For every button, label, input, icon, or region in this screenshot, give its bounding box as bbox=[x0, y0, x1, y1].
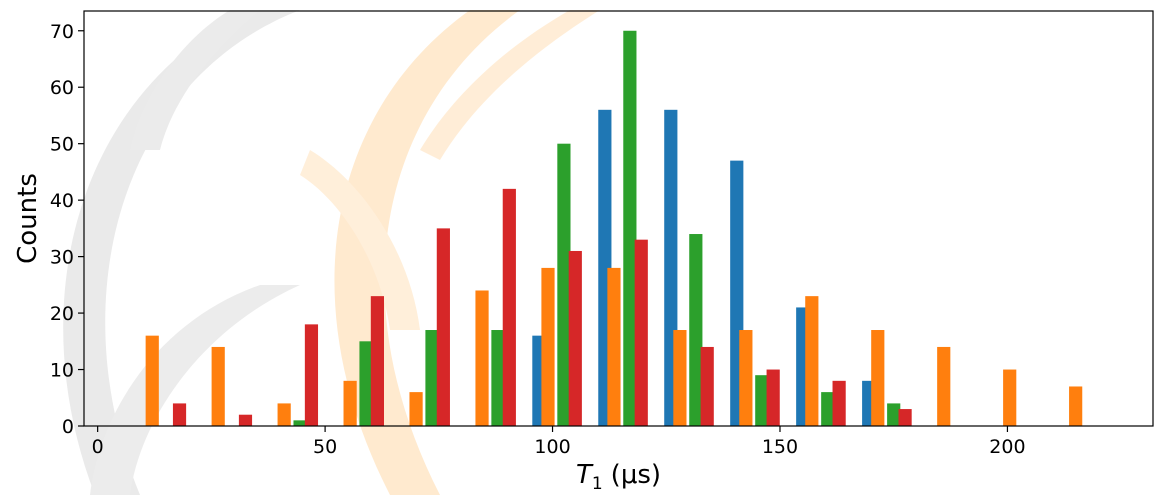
bar-series-2-2 bbox=[211, 346, 225, 426]
bar-series-4-10 bbox=[766, 369, 780, 426]
bar-series-4-4 bbox=[370, 296, 384, 426]
watermark-orange-arc-2 bbox=[420, 10, 600, 160]
x-tick-label: 50 bbox=[313, 436, 337, 458]
y-tick-label: 10 bbox=[50, 360, 74, 382]
bar-series-3-7 bbox=[689, 234, 703, 426]
bar-series-3-9 bbox=[821, 392, 835, 426]
y-axis-title: Counts bbox=[13, 173, 43, 264]
bar-series-2-4 bbox=[343, 380, 357, 426]
watermark-gray-arc-1 bbox=[63, 10, 300, 495]
bar-series-4-3 bbox=[304, 324, 319, 426]
watermark-gray-arc-3 bbox=[90, 285, 300, 495]
bar-series-3-2 bbox=[359, 341, 373, 426]
y-tick-label: 60 bbox=[50, 77, 74, 99]
bar-series-2-8 bbox=[607, 267, 621, 426]
plot-area: 0 50 100 150 200 0 10 20 30 40 50 60 70 bbox=[50, 10, 1154, 458]
x-axis-title: T1 (μs) bbox=[576, 460, 661, 494]
y-tick-label: 20 bbox=[50, 303, 74, 325]
x-axis-ticks: 0 50 100 150 200 bbox=[92, 426, 1026, 458]
bar-series-4-2 bbox=[238, 414, 253, 426]
bar-series-3-3 bbox=[425, 330, 439, 426]
bar-series-4-6 bbox=[502, 188, 516, 426]
bar-series-2-1 bbox=[145, 335, 159, 426]
bars-layer bbox=[145, 30, 1083, 426]
y-tick-label: 50 bbox=[50, 134, 74, 156]
bar-series-2-3 bbox=[277, 403, 291, 426]
bar-series-2-10 bbox=[739, 330, 753, 426]
watermark-gray-arc-2 bbox=[130, 10, 260, 150]
watermark-orange-arc-3 bbox=[300, 150, 420, 330]
watermark bbox=[63, 10, 600, 495]
x-tick-label: 150 bbox=[762, 436, 798, 458]
bar-series-4-5 bbox=[436, 228, 450, 426]
bar-series-2-15 bbox=[1069, 386, 1083, 426]
bar-series-4-1 bbox=[172, 403, 187, 426]
bar-series-2-11 bbox=[805, 296, 819, 426]
bar-series-4-8 bbox=[634, 239, 648, 426]
y-tick-label: 0 bbox=[62, 416, 74, 438]
bar-series-2-9 bbox=[673, 330, 687, 426]
bar-series-4-11 bbox=[832, 380, 846, 426]
bar-series-2-6 bbox=[475, 290, 489, 426]
x-axis-title-unit: (μs) bbox=[611, 460, 661, 490]
bar-series-3-8 bbox=[755, 375, 769, 426]
bar-series-2-13 bbox=[937, 346, 951, 426]
bar-series-4-9 bbox=[700, 346, 714, 426]
y-tick-label: 40 bbox=[50, 190, 74, 212]
plot-frame bbox=[83, 10, 1154, 427]
bar-series-3-10 bbox=[887, 403, 901, 426]
bar-series-3-1 bbox=[293, 420, 307, 426]
x-tick-label: 200 bbox=[989, 436, 1025, 458]
bar-series-3-5 bbox=[557, 143, 571, 426]
bar-series-2-12 bbox=[871, 330, 885, 426]
bar-series-3-6 bbox=[623, 30, 637, 426]
x-tick-label: 0 bbox=[92, 436, 104, 458]
bar-series-2-5 bbox=[409, 392, 423, 426]
bar-series-2-7 bbox=[541, 267, 555, 426]
bar-series-3-4 bbox=[491, 330, 505, 426]
x-axis-title-symbol: T bbox=[576, 460, 594, 490]
bar-series-4-12 bbox=[898, 409, 912, 426]
x-tick-label: 100 bbox=[534, 436, 570, 458]
bar-series-2-14 bbox=[1003, 369, 1017, 426]
y-tick-label: 70 bbox=[50, 21, 74, 43]
y-axis-ticks: 0 10 20 30 40 50 60 70 bbox=[50, 21, 84, 438]
bar-series-4-7 bbox=[568, 250, 582, 426]
y-tick-label: 30 bbox=[50, 247, 74, 269]
x-axis-title-subscript: 1 bbox=[592, 474, 603, 494]
